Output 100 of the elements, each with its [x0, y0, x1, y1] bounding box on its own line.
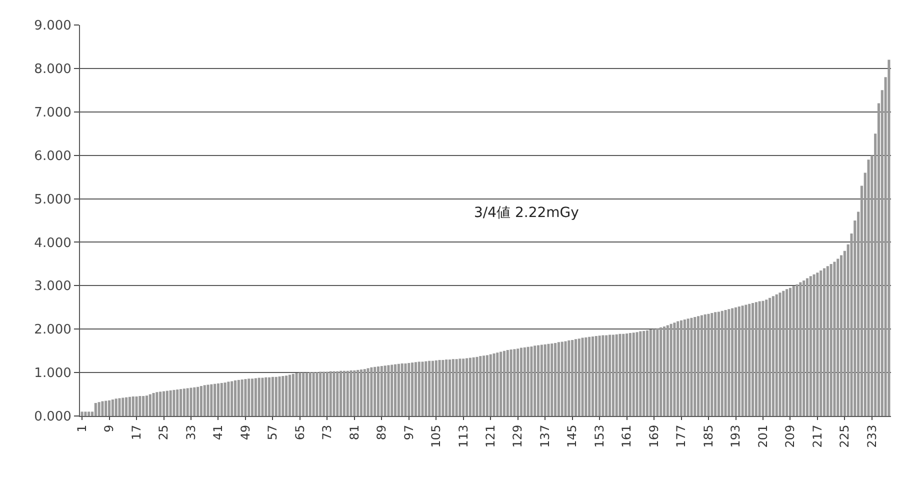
bar	[278, 376, 281, 416]
bar	[366, 368, 370, 416]
x-tick-label: 89	[374, 424, 389, 440]
bar	[288, 374, 292, 416]
bar	[370, 367, 373, 416]
bar	[724, 310, 727, 416]
bar	[833, 262, 836, 416]
bar	[867, 160, 870, 416]
bar	[500, 352, 502, 416]
bar	[172, 390, 176, 416]
bar	[414, 362, 417, 416]
bar	[193, 387, 196, 416]
bar	[326, 372, 328, 416]
bar	[618, 334, 622, 416]
bar	[248, 378, 250, 416]
bar	[169, 390, 172, 416]
bar	[741, 306, 744, 416]
bar	[584, 337, 588, 416]
bar	[80, 412, 84, 416]
bar	[591, 336, 594, 416]
bar	[758, 301, 761, 416]
bar	[353, 370, 356, 416]
bar	[424, 361, 428, 416]
bar	[578, 338, 580, 416]
bar	[666, 325, 669, 416]
bar	[778, 292, 782, 416]
bar	[717, 312, 720, 416]
bar	[421, 362, 424, 416]
bar	[462, 358, 465, 416]
bar	[550, 343, 554, 416]
bar	[792, 286, 795, 416]
bar	[468, 358, 472, 416]
bar	[486, 355, 488, 416]
bar	[200, 386, 202, 416]
bar	[557, 342, 560, 416]
bar	[125, 397, 128, 416]
x-tick-label: 129	[510, 424, 525, 448]
bar	[434, 360, 438, 416]
bar	[574, 339, 577, 416]
bar	[734, 307, 738, 416]
bar	[799, 282, 802, 416]
bar	[148, 394, 152, 416]
bar	[356, 370, 360, 416]
bar	[118, 398, 121, 416]
bar	[547, 344, 550, 416]
bar	[472, 357, 475, 416]
bar	[319, 372, 322, 416]
bar	[132, 396, 134, 416]
bar	[526, 346, 530, 416]
bar	[138, 396, 142, 416]
y-tick-label: 4.000	[34, 236, 72, 251]
bar	[455, 359, 458, 416]
bar	[182, 388, 186, 416]
bar	[836, 258, 840, 416]
bar	[826, 266, 829, 416]
bar	[302, 372, 305, 416]
bar	[400, 363, 404, 416]
bar	[305, 372, 308, 416]
bar	[888, 60, 890, 416]
bar	[516, 348, 520, 416]
bar	[190, 388, 192, 416]
bar	[788, 288, 792, 416]
bar	[738, 306, 740, 416]
bar	[840, 255, 843, 416]
bar	[652, 329, 656, 416]
bar	[605, 335, 608, 416]
bar	[476, 356, 478, 416]
bar	[639, 331, 642, 416]
bar	[744, 304, 748, 416]
x-tick-label: 113	[456, 424, 470, 448]
x-tick-label: 57	[266, 424, 280, 440]
bar	[458, 358, 462, 416]
x-tick-label: 193	[728, 424, 743, 448]
bar	[394, 364, 397, 416]
bar	[316, 372, 318, 416]
bar	[680, 320, 683, 416]
x-tick-label: 169	[646, 424, 661, 448]
bar	[768, 298, 772, 416]
bar	[104, 400, 108, 416]
x-tick-label: 65	[292, 424, 307, 440]
bar	[775, 294, 778, 416]
bar	[482, 356, 486, 416]
x-tick-label: 49	[238, 424, 252, 440]
x-tick-label: 233	[864, 424, 879, 448]
bar	[329, 371, 332, 416]
bar	[363, 369, 366, 416]
bar	[615, 334, 618, 416]
bar	[94, 402, 97, 416]
bar	[397, 364, 400, 416]
bar	[274, 376, 278, 416]
bar	[822, 268, 826, 416]
bar	[404, 363, 407, 416]
bar	[162, 391, 166, 416]
bar	[261, 378, 264, 416]
bar	[660, 327, 662, 416]
bar	[534, 346, 536, 416]
bar	[588, 336, 591, 416]
annotation: 3/4値 2.22mGy	[474, 205, 579, 221]
bar	[560, 342, 564, 416]
bar	[540, 344, 543, 416]
